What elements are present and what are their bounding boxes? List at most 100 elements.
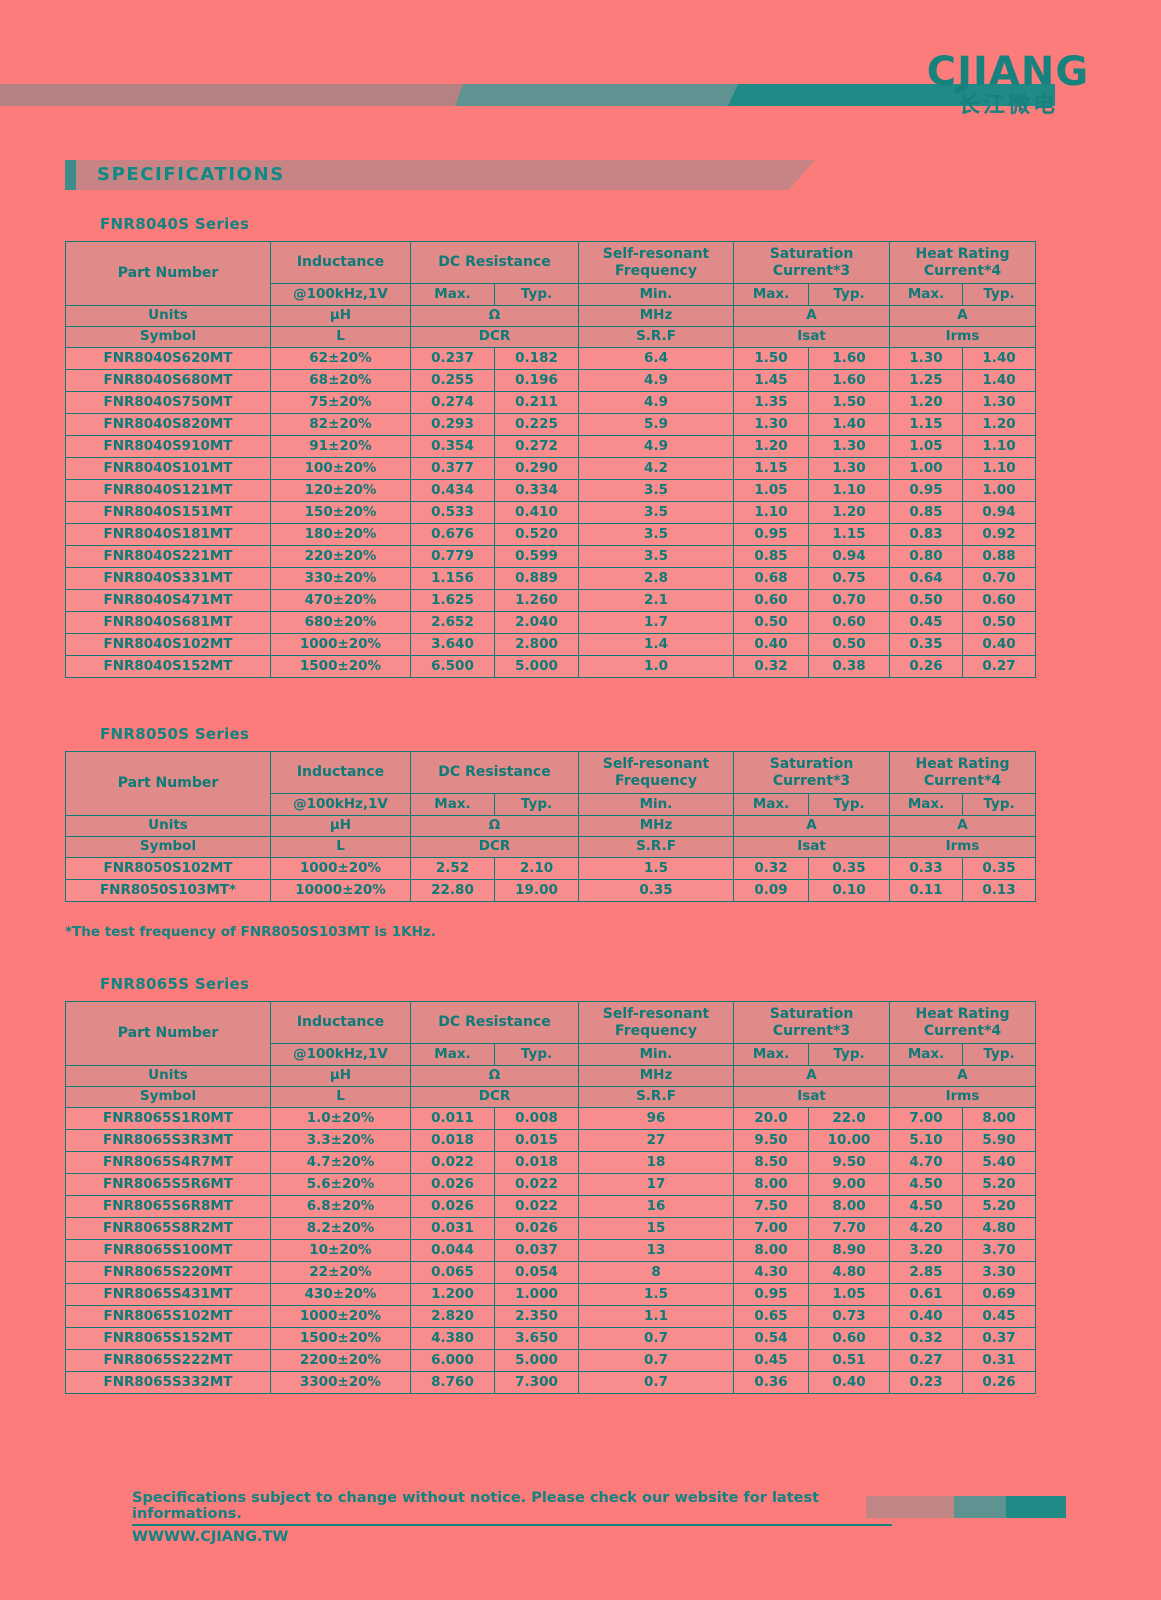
- cell-irms-typ: 0.40: [962, 633, 1037, 656]
- cell-dcr-max: 0.293: [410, 413, 495, 436]
- footer-text-block: Specifications subject to change without…: [132, 1490, 892, 1545]
- cell-dcr-typ: 0.889: [493, 567, 580, 590]
- cell-srf-min: 0.7: [578, 1349, 735, 1372]
- cell-part-number: FNR8065S4R7MT: [65, 1151, 271, 1174]
- footer-swatch-teal: [1006, 1496, 1066, 1518]
- th-dc-resistance: DC Resistance: [409, 1001, 580, 1044]
- symbol-srf: S.R.F: [578, 836, 735, 858]
- header-band-teal: [728, 84, 1055, 106]
- cell-isat-typ: 1.60: [808, 347, 891, 370]
- cell-irms-max: 1.05: [889, 435, 964, 458]
- table-row: FNR8040S121MT 120±20% 0.434 0.334 3.5 1.05 1.1…: [65, 479, 1037, 502]
- th-heat-rating-current: Heat Rating Current*4: [889, 751, 1037, 794]
- cell-dcr-typ: 0.272: [493, 435, 580, 458]
- cell-isat-max: 0.50: [733, 611, 810, 634]
- cell-isat-max: 0.95: [733, 523, 810, 546]
- cell-isat-typ: 9.00: [808, 1173, 891, 1196]
- table-header-row-1: Part Number Inductance DC Resistance Self-r…: [65, 751, 1037, 816]
- cell-dcr-max: 0.779: [410, 545, 495, 568]
- cell-irms-max: 4.70: [889, 1151, 964, 1174]
- symbol-inductance: L: [270, 326, 411, 348]
- cell-part-number: FNR8040S101MT: [65, 457, 271, 480]
- cell-inductance: 3.3±20%: [270, 1129, 411, 1152]
- cell-irms-typ: 0.27: [962, 655, 1037, 678]
- cell-dcr-typ: 7.300: [493, 1371, 580, 1394]
- table-row: FNR8065S152MT 1500±20% 4.380 3.650 0.7 0.54 0.…: [65, 1327, 1037, 1350]
- cell-srf-min: 4.9: [578, 369, 735, 392]
- cell-part-number: FNR8040S121MT: [65, 479, 271, 502]
- th-self-resonant-frequency: Self-resonant Frequency: [578, 1001, 735, 1044]
- cell-inductance: 10000±20%: [270, 879, 411, 902]
- th-heat-rating-current: Heat Rating Current*4: [889, 241, 1037, 284]
- cell-part-number: FNR8040S681MT: [65, 611, 271, 634]
- cell-dcr-typ: 0.037: [493, 1239, 580, 1262]
- cell-dcr-typ: 19.00: [493, 879, 580, 902]
- cell-srf-min: 16: [578, 1195, 735, 1218]
- cell-part-number: FNR8040S471MT: [65, 589, 271, 612]
- cell-inductance: 1.0±20%: [270, 1107, 411, 1130]
- cell-irms-typ: 0.60: [962, 589, 1037, 612]
- th-isat-typ: Typ.: [808, 793, 891, 816]
- th-srf-min: Min.: [578, 793, 735, 816]
- symbol-irms: Irms: [889, 326, 1037, 348]
- th-part-number: Part Number: [65, 1001, 271, 1066]
- cell-inductance: 430±20%: [270, 1283, 411, 1306]
- table-units-row: Units μH Ω MHz A A: [65, 305, 1037, 327]
- table-row: FNR8040S102MT 1000±20% 3.640 2.800 1.4 0.40 0.…: [65, 633, 1037, 656]
- cell-dcr-max: 0.022: [410, 1151, 495, 1174]
- cell-part-number: FNR8065S220MT: [65, 1261, 271, 1284]
- th-isat-max: Max.: [733, 1043, 810, 1066]
- table-row: FNR8065S6R8MT 6.8±20% 0.026 0.022 16 7.50 8.00…: [65, 1195, 1037, 1218]
- cell-dcr-typ: 5.000: [493, 1349, 580, 1372]
- cell-inductance: 180±20%: [270, 523, 411, 546]
- th-irms-typ: Typ.: [962, 283, 1037, 306]
- cell-part-number: FNR8040S221MT: [65, 545, 271, 568]
- cell-irms-max: 3.20: [889, 1239, 964, 1262]
- cell-isat-typ: 8.90: [808, 1239, 891, 1262]
- cell-isat-typ: 0.60: [808, 1327, 891, 1350]
- table-row: FNR8050S102MT 1000±20% 2.52 2.10 1.5 0.32 0.35…: [65, 857, 1037, 880]
- table-row: FNR8065S3R3MT 3.3±20% 0.018 0.015 27 9.50 10.0…: [65, 1129, 1037, 1152]
- cell-dcr-typ: 0.410: [493, 501, 580, 524]
- th-dcr-typ: Typ.: [493, 283, 580, 306]
- cell-dcr-typ: 0.022: [493, 1173, 580, 1196]
- cell-irms-typ: 0.13: [962, 879, 1037, 902]
- cell-isat-typ: 0.35: [808, 857, 891, 880]
- footer-website[interactable]: WWWW.CJIANG.TW: [132, 1529, 289, 1545]
- table-units-row: Units μH Ω MHz A A: [65, 815, 1037, 837]
- cell-isat-max: 0.32: [733, 655, 810, 678]
- cell-srf-min: 1.5: [578, 857, 735, 880]
- cell-dcr-max: 0.031: [410, 1217, 495, 1240]
- cell-isat-max: 1.50: [733, 347, 810, 370]
- cell-dcr-max: 6.500: [410, 655, 495, 678]
- cell-srf-min: 4.9: [578, 391, 735, 414]
- series-title: FNR8040S Series: [100, 215, 250, 233]
- cell-dcr-max: 0.533: [410, 501, 495, 524]
- cell-srf-min: 1.0: [578, 655, 735, 678]
- logo-chinese-name: 长江微电: [957, 93, 1058, 118]
- cell-isat-max: 1.10: [733, 501, 810, 524]
- header-decorative-band: [0, 84, 1161, 106]
- cell-srf-min: 13: [578, 1239, 735, 1262]
- cell-isat-typ: 0.60: [808, 611, 891, 634]
- company-logo: CJIANG 长江微电: [913, 52, 1103, 117]
- cell-dcr-max: 0.255: [410, 369, 495, 392]
- units-dcr: Ω: [409, 815, 580, 837]
- cell-isat-max: 0.95: [733, 1283, 810, 1306]
- cell-dcr-typ: 0.599: [493, 545, 580, 568]
- cell-isat-typ: 1.40: [808, 413, 891, 436]
- cell-irms-typ: 5.20: [962, 1173, 1037, 1196]
- th-irms-typ: Typ.: [962, 1043, 1037, 1066]
- units-isat: A: [733, 815, 891, 837]
- cell-srf-min: 15: [578, 1217, 735, 1240]
- cell-part-number: FNR8065S8R2MT: [65, 1217, 271, 1240]
- cell-isat-max: 0.65: [733, 1305, 810, 1328]
- table-header-row-2: @100kHz,1V Max. Typ. Min. Max. Typ. Max. Typ.: [66, 1043, 1037, 1066]
- cell-irms-max: 0.64: [889, 567, 964, 590]
- footer-swatch-mauve: [866, 1496, 954, 1518]
- cell-part-number: FNR8040S820MT: [65, 413, 271, 436]
- cell-dcr-max: 6.000: [410, 1349, 495, 1372]
- units-label: Units: [65, 305, 271, 327]
- cell-part-number: FNR8040S331MT: [65, 567, 271, 590]
- cell-irms-max: 0.40: [889, 1305, 964, 1328]
